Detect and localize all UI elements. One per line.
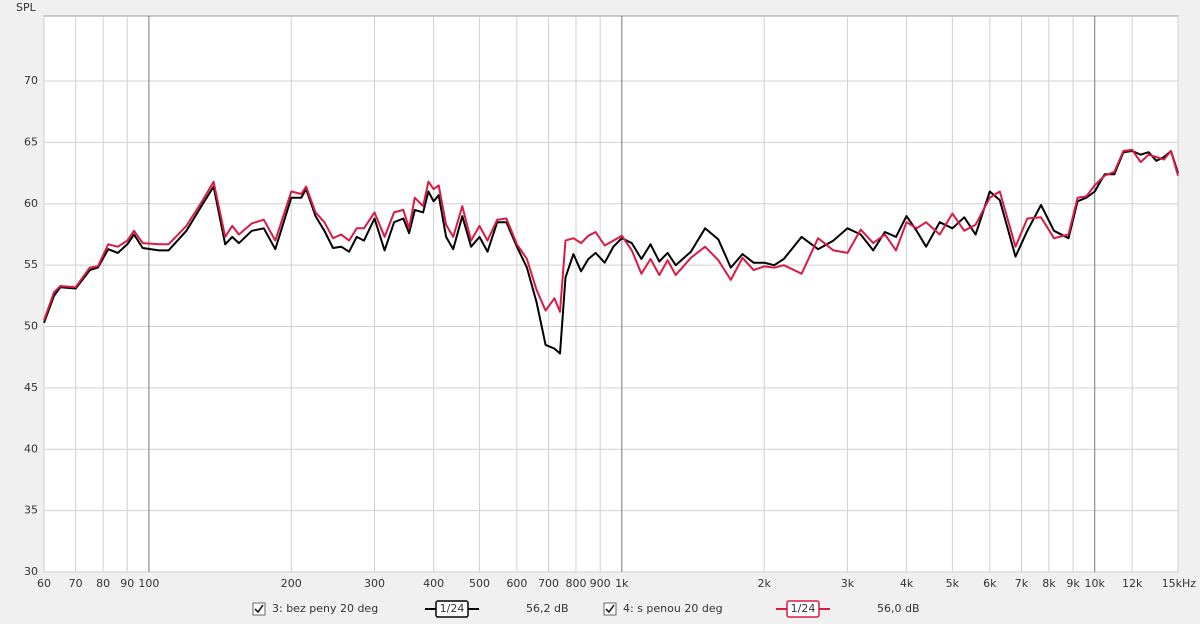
y-tick-label: 55 [24, 258, 38, 271]
check-mark [254, 604, 264, 614]
legend-name: 3: bez peny 20 deg [272, 602, 378, 615]
legend-name: 4: s penou 20 deg [623, 602, 723, 615]
legend-checkbox[interactable] [252, 602, 266, 616]
legend-smoothing-box [786, 600, 820, 618]
y-tick-label: 35 [24, 504, 38, 517]
x-tick-label: 15kHz [1162, 577, 1197, 590]
y-tick-label: 50 [24, 320, 38, 333]
x-tick-label: 90 [120, 577, 134, 590]
plot: 30 35 40 45 50 55 60 65 70 60 70 80 90 100 200 300 400 50… [24, 16, 1196, 590]
x-tick-label: 5k [946, 577, 960, 590]
x-tick-label: 500 [469, 577, 490, 590]
series-line [43, 148, 1179, 321]
legend: 3: bez peny 20 deg 1/24 56,2 dB 4: s penou … [252, 600, 920, 618]
series-line [43, 150, 1179, 355]
y-tick-label: 30 [24, 565, 38, 578]
check-mark [605, 604, 615, 614]
x-tick-label: 900 [590, 577, 611, 590]
y-axis-label: SPL [16, 1, 37, 14]
x-tick-label: 6k [983, 577, 997, 590]
legend-smoothing: 1/24 [440, 602, 465, 615]
x-tick-label: 600 [506, 577, 527, 590]
x-tick-label: 70 [69, 577, 83, 590]
x-tick-label: 3k [841, 577, 855, 590]
x-tick-label: 4k [900, 577, 914, 590]
legend-checkbox[interactable] [603, 602, 617, 616]
x-tick-label: 1k [615, 577, 629, 590]
x-tick-label: 800 [565, 577, 586, 590]
x-tick-label: 2k [757, 577, 771, 590]
x-tick-label: 12k [1122, 577, 1143, 590]
x-tick-label: 8k [1042, 577, 1056, 590]
x-tick-label: 300 [364, 577, 385, 590]
y-tick-label: 65 [24, 135, 38, 148]
x-tick-label: 60 [37, 577, 51, 590]
x-tick-label: 7k [1015, 577, 1029, 590]
legend-level: 56,0 dB [877, 602, 920, 615]
y-tick-label: 45 [24, 381, 38, 394]
y-tick-label: 70 [24, 74, 38, 87]
x-tick-label: 9k [1066, 577, 1080, 590]
y-tick-label: 60 [24, 197, 38, 210]
x-tick-label: 200 [281, 577, 302, 590]
legend-level: 56,2 dB [526, 602, 569, 615]
x-tick-label: 10k [1085, 577, 1106, 590]
x-tick-label: 700 [538, 577, 559, 590]
x-tick-label: 80 [96, 577, 110, 590]
y-tick-label: 40 [24, 442, 38, 455]
legend-smoothing: 1/24 [791, 602, 816, 615]
x-tick-label: 400 [423, 577, 444, 590]
x-tick-label: 100 [138, 577, 159, 590]
legend-smoothing-box [435, 600, 469, 618]
plot-area [43, 15, 1179, 573]
